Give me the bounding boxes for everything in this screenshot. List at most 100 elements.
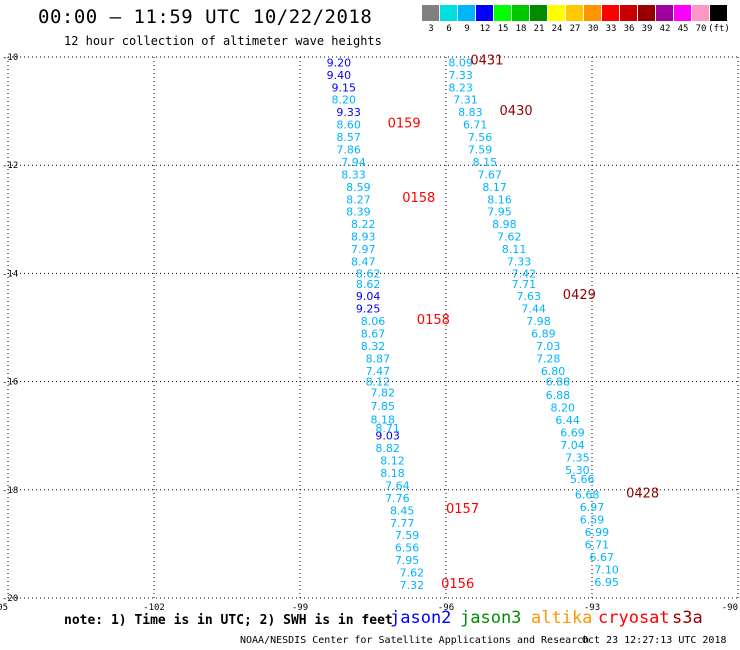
wave-height-value: 8.12 [380,455,405,468]
wave-height-value: 8.60 [336,119,361,132]
time-annotation: 0430 [500,104,533,119]
scale-label: 36 [623,24,635,34]
scale-label: 6 [446,24,452,34]
wave-height-value: 8.62 [356,267,381,280]
wave-height-value: 6.68 [575,489,600,502]
satellite-legend-altika: altika [531,608,593,628]
wave-height-value: 8.59 [346,181,371,194]
wave-height-value: 6.67 [589,551,614,564]
scale-swatch [494,5,511,21]
wave-height-value: 7.67 [478,168,503,181]
wave-height-value: 8.39 [346,206,371,219]
wave-height-plot: -105 -102 -99 -96 -93 -90 -10 -12 -14 -16 -18 -20 9.… [0,53,739,610]
scale-label: 42 [659,24,671,34]
scale-label: 12 [479,24,491,34]
chart-title: 00:00 – 11:59 UTC 10/22/2018 [38,6,373,28]
scale-label: 70 [695,24,707,34]
scale-swatch [584,5,601,21]
scale-swatch [422,5,439,21]
scale-label: 24 [551,24,563,34]
time-annotation: 0159 [388,116,421,131]
scale-label: 45 [677,24,689,34]
wave-height-value: 6.56 [395,542,420,555]
scale-label: 27 [569,24,581,34]
wave-height-value: 7.77 [390,517,415,530]
wave-height-value: 7.35 [565,451,590,464]
chart-subtitle: 12 hour collection of altimeter wave hei… [64,34,382,48]
wave-height-value: 8.93 [351,231,376,244]
scale-swatch [710,5,727,21]
wave-height-value: 6.88 [546,376,571,389]
y-tick-label: -20 [2,594,18,604]
satellite-legend-jason2: jason2 [390,608,452,628]
wave-height-value: 7.10 [594,563,619,576]
wave-height-value: 8.82 [375,442,400,455]
wave-height-value: 8.57 [336,131,361,144]
wave-height-value: 7.31 [453,94,478,107]
x-tick-label: -105 [0,603,8,610]
wave-height-value: 5.66 [570,473,595,486]
wave-height-value: 6.71 [463,119,488,132]
time-annotation: 0428 [626,487,659,502]
scale-swatch [692,5,709,21]
wave-height-value: 6.71 [585,538,610,551]
time-annotation: 0157 [446,502,479,517]
wave-height-value: 8.09 [448,56,473,69]
wave-height-value: 7.59 [468,144,493,157]
wave-height-value: 9.20 [327,56,352,69]
wave-height-value: 7.97 [351,243,376,256]
scale-swatch [476,5,493,21]
wave-height-value: 8.83 [458,106,483,119]
wave-height-value: 6.59 [580,514,605,527]
wave-height-value: 6.69 [560,426,585,439]
wave-height-value: 7.47 [366,365,391,378]
satellite-legend-cryosat: cryosat [598,608,670,628]
wave-height-value: 7.33 [448,69,473,82]
timestamp: Oct 23 12:27:13 UTC 2018 [582,635,727,646]
y-tick-label: -16 [2,378,18,388]
scale-label: 21 [533,24,545,34]
wave-height-value: 8.45 [390,504,415,517]
wave-height-value: 8.17 [482,181,507,194]
scale-swatch [602,5,619,21]
x-tick-label: -96 [438,603,454,610]
wave-height-value: 7.71 [512,278,537,291]
wave-height-value: 7.62 [497,231,522,244]
wave-height-value: 7.33 [507,255,532,268]
wave-height-value: 7.86 [336,144,361,157]
wave-height-value: 8.12 [366,376,391,389]
wave-height-value: 8.98 [492,218,517,231]
wave-height-value: 7.28 [536,352,561,365]
wave-height-value: 7.94 [341,156,366,169]
wave-height-value: 8.18 [370,413,395,426]
wave-height-value: 8.18 [380,467,405,480]
wave-height-value: 8.71 [375,422,400,435]
y-tick-label: -10 [2,53,18,63]
wave-height-value: 7.82 [370,386,395,399]
y-tick-label: -14 [2,269,18,279]
wave-height-value: 8.33 [341,168,366,181]
x-tick-label: -90 [722,603,738,610]
scale-swatch [620,5,637,21]
wave-height-value: 7.44 [521,303,546,316]
scale-label: 9 [464,24,470,34]
wave-height-value: 9.40 [327,69,352,82]
satellite-legend-s3a: s3a [672,608,703,628]
wave-height-value: 7.04 [560,439,585,452]
wave-height-value: 7.62 [400,567,425,580]
wave-height-value: 8.11 [502,243,527,256]
wave-height-value: 8.32 [361,340,386,353]
wave-height-value: 8.22 [351,218,376,231]
scale-swatch [530,5,547,21]
scale-label: 33 [605,24,617,34]
time-annotation: 0158 [417,313,450,328]
time-annotation: 0158 [402,191,435,206]
wave-height-value: 7.63 [516,290,541,303]
wave-height-value: 9.33 [336,106,361,119]
wave-height-value: 8.23 [448,81,473,94]
scale-swatch [458,5,475,21]
wave-height-value: 6.88 [546,389,571,402]
wave-height-value: 7.95 [487,206,512,219]
scale-swatch [656,5,673,21]
wave-height-value: 6.89 [531,327,556,340]
